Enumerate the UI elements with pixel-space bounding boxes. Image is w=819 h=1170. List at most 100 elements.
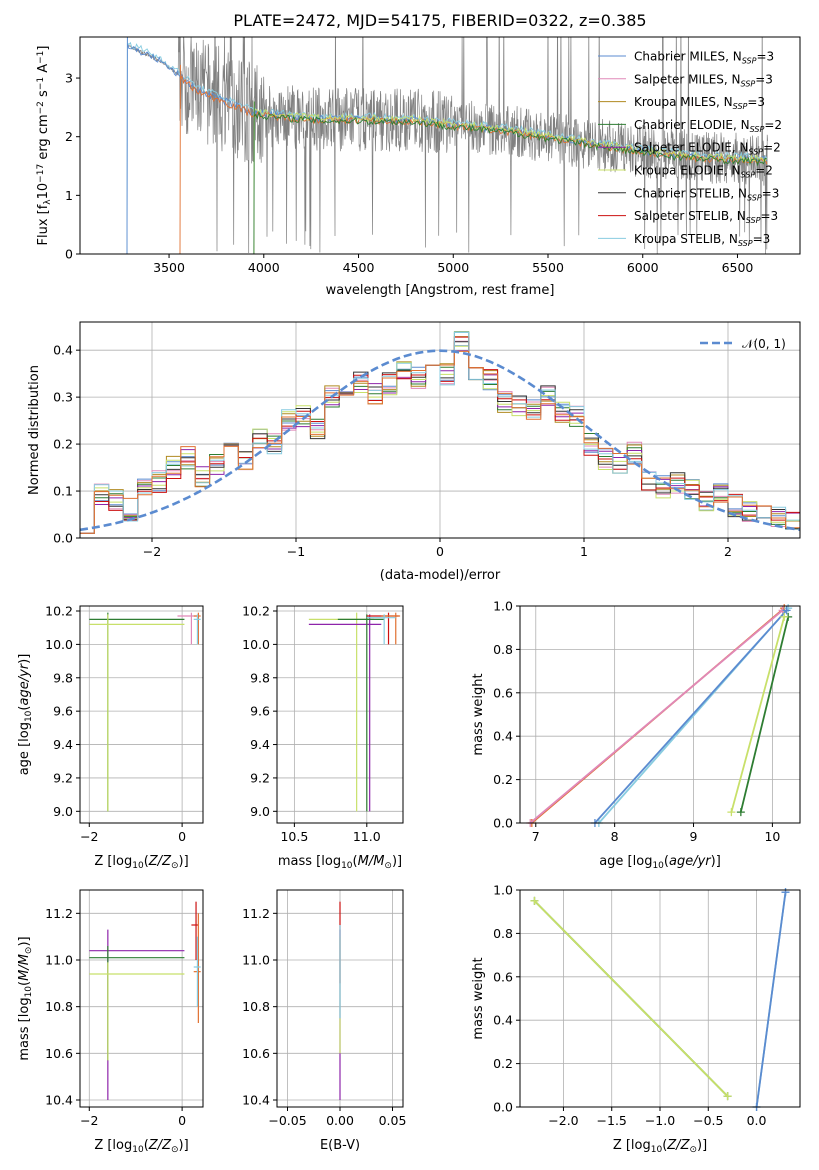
- x-tick-label: −2: [80, 1113, 98, 1128]
- y-tick-label: 2: [65, 129, 73, 144]
- x-axis-label: E(B-V): [320, 1138, 360, 1153]
- y-tick-label: 11.0: [45, 953, 73, 968]
- axes-frame: [276, 605, 404, 824]
- y-tick-label: 0.6: [493, 685, 513, 700]
- y-tick-label: 10.8: [242, 999, 270, 1014]
- x-axis-label: (data-model)/error: [380, 568, 501, 583]
- y-tick-label: 9.2: [250, 770, 270, 785]
- legend-label: Chabrier MILES, NSSP=3: [634, 50, 774, 66]
- panel-ebv-mass: −0.05 0.00 0.05 10.4 10.6 10.8 11.0 11.2: [242, 889, 407, 1128]
- x-tick-label: 6500: [722, 260, 754, 275]
- y-tick-label: 9.4: [53, 737, 73, 752]
- y-tick-label: 11.2: [242, 906, 270, 921]
- weight-marker-kroupa_elodie: [780, 612, 789, 621]
- weight-marker-chabrier_elodie: [736, 808, 745, 817]
- weight-line-chabrier_miles: [594, 609, 788, 824]
- panel-residuals: −2 −1 0 1 2 0.0 0.1 0.2 0.3 0.4: [53, 321, 801, 559]
- x-tick-label: −0.05: [268, 1113, 306, 1128]
- model-spectrum-chabrier_elodie: [253, 101, 767, 254]
- x-tick-label: 1: [580, 544, 588, 559]
- weight-line-kroupa_elodie: [533, 900, 729, 1097]
- histogram-area: [80, 331, 800, 534]
- x-axis-label: Z [log10(Z/Z⊙)]: [613, 1138, 707, 1155]
- legend-label: Kroupa STELIB, NSSP=3: [634, 232, 770, 248]
- legend-label: Chabrier ELODIE, NSSP=2: [634, 118, 782, 134]
- axes-frame: [519, 605, 801, 824]
- y-tick-label: 9.0: [53, 804, 73, 819]
- panel-age-weight: 7 8 9 10 0.0 0.2 0.4 0.6 0.8 1.0: [493, 599, 801, 844]
- x-tick-label: 0.05: [379, 1113, 407, 1128]
- x-tick-label: 0.00: [326, 1113, 354, 1128]
- y-tick-label: 0.0: [493, 1100, 513, 1115]
- axes-frame: [79, 889, 204, 1108]
- y-tick-label: 0: [65, 247, 73, 262]
- legend-label: Chabrier STELIB, NSSP=3: [634, 186, 779, 202]
- x-tick-label: 2: [724, 544, 732, 559]
- y-tick-label: 10.8: [45, 999, 73, 1014]
- y-tick-label: 1.0: [493, 883, 513, 898]
- mass-age-points: [308, 612, 401, 812]
- weight-line-salpeter_miles: [529, 609, 784, 824]
- axes-frame: [79, 605, 204, 824]
- y-tick-label: 0.4: [493, 1013, 513, 1028]
- x-tick-label: 0.0: [747, 1113, 767, 1128]
- axes-frame: [79, 36, 801, 255]
- y-tick-label: 10.2: [242, 604, 270, 619]
- x-tick-label: −1.5: [597, 1113, 627, 1128]
- legend-label: Kroupa ELODIE, NSSP=2: [634, 164, 773, 180]
- y-tick-label: 0.3: [53, 390, 73, 405]
- x-tick-label: −1.0: [645, 1113, 675, 1128]
- y-tick-label: 0.4: [493, 729, 513, 744]
- legend-label: Salpeter MILES, NSSP=3: [634, 72, 773, 88]
- y-tick-label: 10.6: [45, 1046, 73, 1061]
- z-weight-lines: [530, 888, 790, 1111]
- y-tick-label: 0.4: [53, 343, 73, 358]
- gaussian-curve: [80, 349, 800, 532]
- weight-marker-kroupa_elodie: [723, 1092, 732, 1101]
- y-tick-label: 0.8: [493, 642, 513, 657]
- panel-z-mass: −2 0 10.4 10.6 10.8 11.0 11.2: [45, 889, 204, 1128]
- x-tick-label: −2.0: [548, 1113, 578, 1128]
- x-tick-label: 0: [178, 829, 186, 844]
- weight-line-chabrier_elodie: [739, 616, 790, 813]
- y-tick-label: 10.0: [45, 637, 73, 652]
- x-tick-label: 7: [532, 829, 540, 844]
- x-axis-label: mass [log10(M/M⊙)]: [278, 854, 402, 871]
- x-tick-label: 0: [178, 1113, 186, 1128]
- x-tick-label: 9: [690, 829, 698, 844]
- panel-mass-age: 10.5 11.0 9.0 9.2 9.4 9.6 9.8 10.0 10.2: [242, 604, 404, 844]
- y-tick-label: 0.6: [493, 969, 513, 984]
- y-tick-label: 1.0: [493, 599, 513, 614]
- panel-z-age: −2 0 9.0 9.2 9.4 9.6 9.8 10.0 10.2: [45, 604, 204, 844]
- x-tick-label: 10: [764, 829, 780, 844]
- y-tick-label: 0.0: [493, 816, 513, 831]
- axes-frame: [276, 889, 404, 1108]
- z-age-points: [89, 612, 201, 812]
- y-axis-label: Flux [fλ10−17 erg cm−2 s−1 A−1]: [36, 46, 53, 246]
- y-axis-label: mass [log10(M/M⊙)]: [17, 936, 34, 1060]
- x-tick-label: 5000: [437, 260, 469, 275]
- x-axis-label: Z [log10(Z/Z⊙)]: [94, 1138, 188, 1155]
- y-tick-label: 3: [65, 71, 73, 86]
- weight-line-kroupa_elodie: [730, 616, 786, 813]
- y-tick-label: 9.6: [250, 704, 270, 719]
- y-tick-label: 10.0: [242, 637, 270, 652]
- y-tick-label: 1: [65, 188, 73, 203]
- panel-z-weight: −2.0 −1.5 −1.0 −0.5 0.0 0.0 0.2 0.4 0.6 0.8 1.0: [493, 883, 801, 1128]
- legend-label: Salpeter ELODIE, NSSP=2: [634, 141, 781, 157]
- y-tick-label: 0.2: [493, 1056, 513, 1071]
- y-tick-label: 0.8: [493, 926, 513, 941]
- weight-marker-chabrier_miles: [782, 606, 791, 615]
- legend: Chabrier MILES, NSSP=3 Salpeter MILES, NS…: [598, 50, 782, 248]
- model-spectrum-kroupa_elodie: [253, 101, 768, 254]
- x-tick-label: 6000: [627, 260, 659, 275]
- panel-spectrum: 3500 4000 4500 5000 5500 6000 6500 0 1 2 3: [65, 36, 801, 275]
- z-mass-points: [89, 901, 201, 1100]
- y-tick-label: 0.2: [493, 772, 513, 787]
- y-tick-label: 10.4: [242, 1093, 270, 1108]
- spectrum-plot-area: [126, 37, 768, 254]
- x-tick-label: 3500: [153, 260, 185, 275]
- y-axis-label: age [log10(age/yr)]: [17, 654, 34, 776]
- y-tick-label: 0.2: [53, 437, 73, 452]
